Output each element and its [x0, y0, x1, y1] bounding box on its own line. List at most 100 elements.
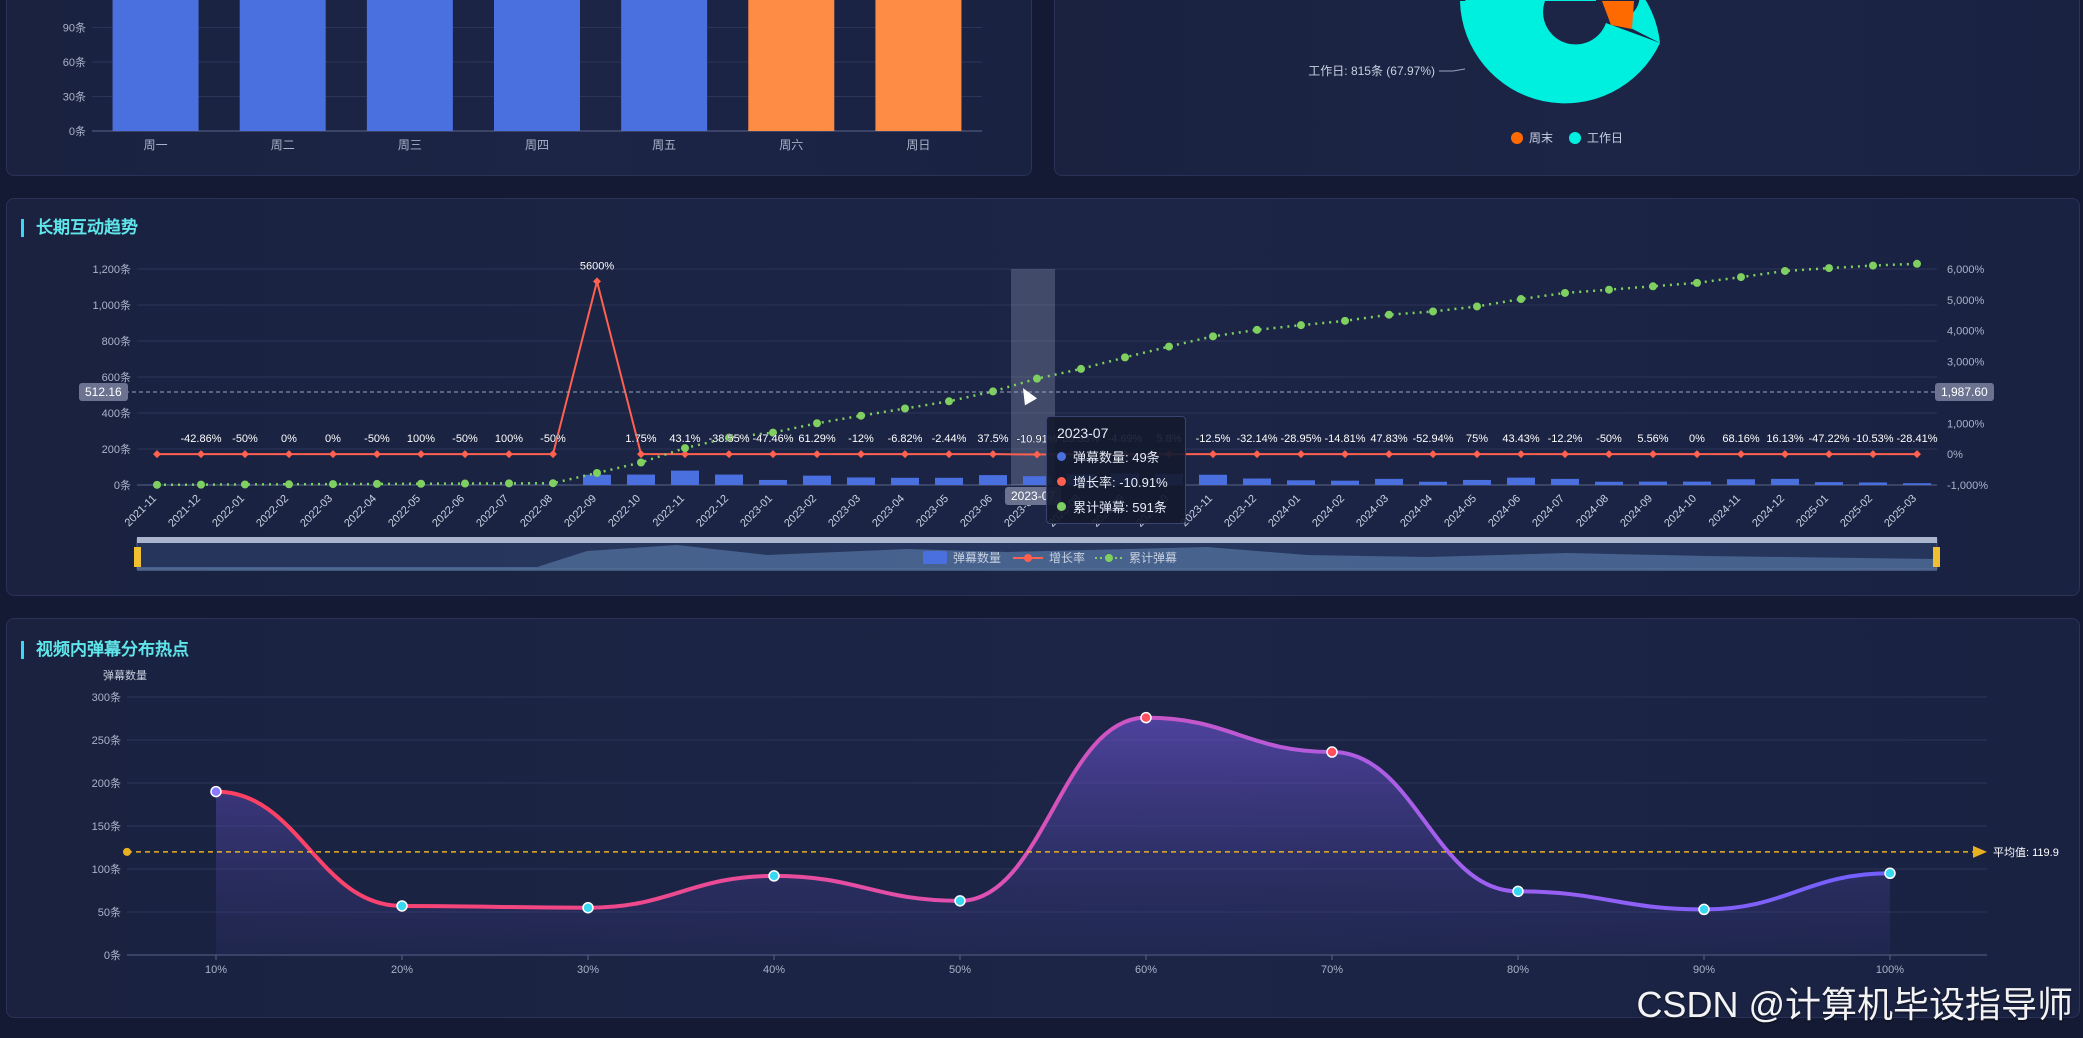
hotspot-point[interactable] — [768, 870, 780, 882]
hotspot-point[interactable] — [396, 900, 408, 912]
legend-workday-icon[interactable] — [1569, 132, 1581, 144]
trend-bar[interactable] — [1507, 477, 1535, 485]
cumulative-point[interactable] — [813, 419, 821, 428]
growth-point[interactable] — [197, 450, 205, 459]
cumulative-point[interactable] — [769, 428, 777, 437]
growth-point[interactable] — [505, 450, 513, 459]
weekday-bar[interactable] — [748, 0, 835, 131]
hotspot-chart[interactable]: 弹幕数量 0条 50条 100条 150条 200条 250条 300条 10% 20% 30% 4… — [7, 619, 2081, 1019]
legend-growth-icon[interactable] — [1024, 554, 1032, 562]
growth-point[interactable] — [285, 450, 293, 459]
datazoom-top-bar[interactable] — [137, 537, 1937, 543]
cumulative-point[interactable] — [1385, 310, 1393, 319]
cumulative-point[interactable] — [1693, 278, 1701, 287]
cumulative-point[interactable] — [681, 444, 689, 453]
cumulative-point[interactable] — [1429, 307, 1437, 316]
trend-bar[interactable] — [1419, 481, 1447, 485]
growth-point[interactable] — [1913, 450, 1921, 459]
cumulative-point[interactable] — [1033, 374, 1041, 383]
cumulative-point[interactable] — [1517, 295, 1525, 304]
hotspot-point[interactable] — [1884, 867, 1896, 880]
growth-point[interactable] — [549, 450, 557, 459]
cumulative-point[interactable] — [505, 479, 513, 488]
cumulative-point[interactable] — [593, 468, 601, 477]
cumulative-point[interactable] — [1253, 325, 1261, 334]
cumulative-point[interactable] — [1473, 302, 1481, 311]
cumulative-point[interactable] — [373, 479, 381, 488]
legend-workday-label[interactable]: 工作日 — [1587, 131, 1623, 145]
trend-bar[interactable] — [1199, 474, 1227, 485]
growth-point[interactable] — [1649, 450, 1657, 459]
trend-chart[interactable]: 0条 200条 400条 600条 800条 1,000条 1,200条 -1,000% 0% 1… — [7, 199, 2081, 597]
weekday-bar[interactable] — [621, 0, 708, 131]
growth-point[interactable] — [1341, 450, 1349, 459]
hotspot-point[interactable] — [954, 895, 966, 907]
cumulative-point[interactable] — [461, 479, 469, 488]
weekday-bar[interactable] — [366, 0, 453, 131]
growth-point[interactable] — [1517, 450, 1525, 459]
cumulative-point[interactable] — [1561, 288, 1569, 297]
cumulative-point[interactable] — [637, 458, 645, 467]
cumulative-point[interactable] — [989, 387, 997, 396]
trend-bar[interactable] — [583, 474, 611, 485]
growth-point[interactable] — [1253, 450, 1261, 459]
cumulative-point[interactable] — [1913, 259, 1921, 268]
growth-point[interactable] — [901, 450, 909, 459]
legend-bar-label[interactable]: 弹幕数量 — [953, 550, 1001, 565]
cumulative-point[interactable] — [1209, 332, 1217, 341]
cumulative-point[interactable] — [1297, 321, 1305, 330]
growth-point[interactable] — [681, 450, 689, 459]
pie-legend[interactable]: 周末 工作日 — [1511, 131, 1623, 145]
cumulative-point[interactable] — [1077, 364, 1085, 373]
trend-bar[interactable] — [759, 479, 787, 485]
growth-point[interactable] — [241, 450, 249, 459]
growth-point[interactable] — [989, 450, 997, 459]
growth-point[interactable] — [1209, 450, 1217, 459]
trend-bar[interactable] — [979, 475, 1007, 485]
growth-point[interactable] — [1385, 450, 1393, 459]
trend-bar[interactable] — [1287, 480, 1315, 485]
cumulative-point[interactable] — [901, 404, 909, 413]
hotspot-point[interactable] — [582, 901, 594, 914]
cumulative-point[interactable] — [1781, 266, 1789, 275]
cumulative-point[interactable] — [417, 479, 425, 488]
legend-weekend-icon[interactable] — [1511, 132, 1523, 144]
growth-point[interactable] — [593, 277, 601, 286]
weekday-bar[interactable] — [875, 0, 962, 131]
trend-bar[interactable] — [847, 477, 875, 485]
hotspot-point[interactable] — [1512, 885, 1524, 898]
trend-bar[interactable] — [1771, 478, 1799, 485]
trend-bar[interactable] — [1243, 478, 1271, 485]
growth-point[interactable] — [1429, 450, 1437, 459]
growth-point[interactable] — [769, 450, 777, 459]
trend-bar[interactable] — [1903, 483, 1931, 485]
cumulative-point[interactable] — [1825, 264, 1833, 273]
cumulative-point[interactable] — [197, 480, 205, 489]
growth-point[interactable] — [373, 450, 381, 459]
hotspot-point[interactable] — [1140, 711, 1152, 724]
cumulative-point[interactable] — [1121, 353, 1129, 362]
trend-bar[interactable] — [1551, 478, 1579, 485]
growth-point[interactable] — [637, 450, 645, 459]
pie-slice-weekend[interactable] — [1602, 1, 1634, 29]
trend-bar[interactable] — [671, 470, 699, 485]
growth-point[interactable] — [813, 450, 821, 459]
trend-bar[interactable] — [1815, 482, 1843, 485]
trend-bar[interactable] — [1859, 482, 1887, 485]
trend-bar[interactable] — [891, 477, 919, 485]
trend-bar[interactable] — [1639, 481, 1667, 485]
cumulative-point[interactable] — [1869, 261, 1877, 270]
weekday-bar[interactable] — [112, 0, 199, 131]
cumulative-point[interactable] — [153, 480, 161, 489]
trend-bar[interactable] — [715, 474, 743, 485]
growth-point[interactable] — [725, 450, 733, 459]
growth-point[interactable] — [857, 450, 865, 459]
growth-point[interactable] — [945, 450, 953, 459]
cumulative-point[interactable] — [1649, 282, 1657, 291]
growth-point[interactable] — [1737, 450, 1745, 459]
cumulative-point[interactable] — [285, 480, 293, 489]
cumulative-point[interactable] — [857, 411, 865, 420]
hotspot-point[interactable] — [1698, 903, 1710, 916]
legend-growth-label[interactable]: 增长率 — [1049, 550, 1085, 565]
cumulative-point[interactable] — [1737, 273, 1745, 282]
